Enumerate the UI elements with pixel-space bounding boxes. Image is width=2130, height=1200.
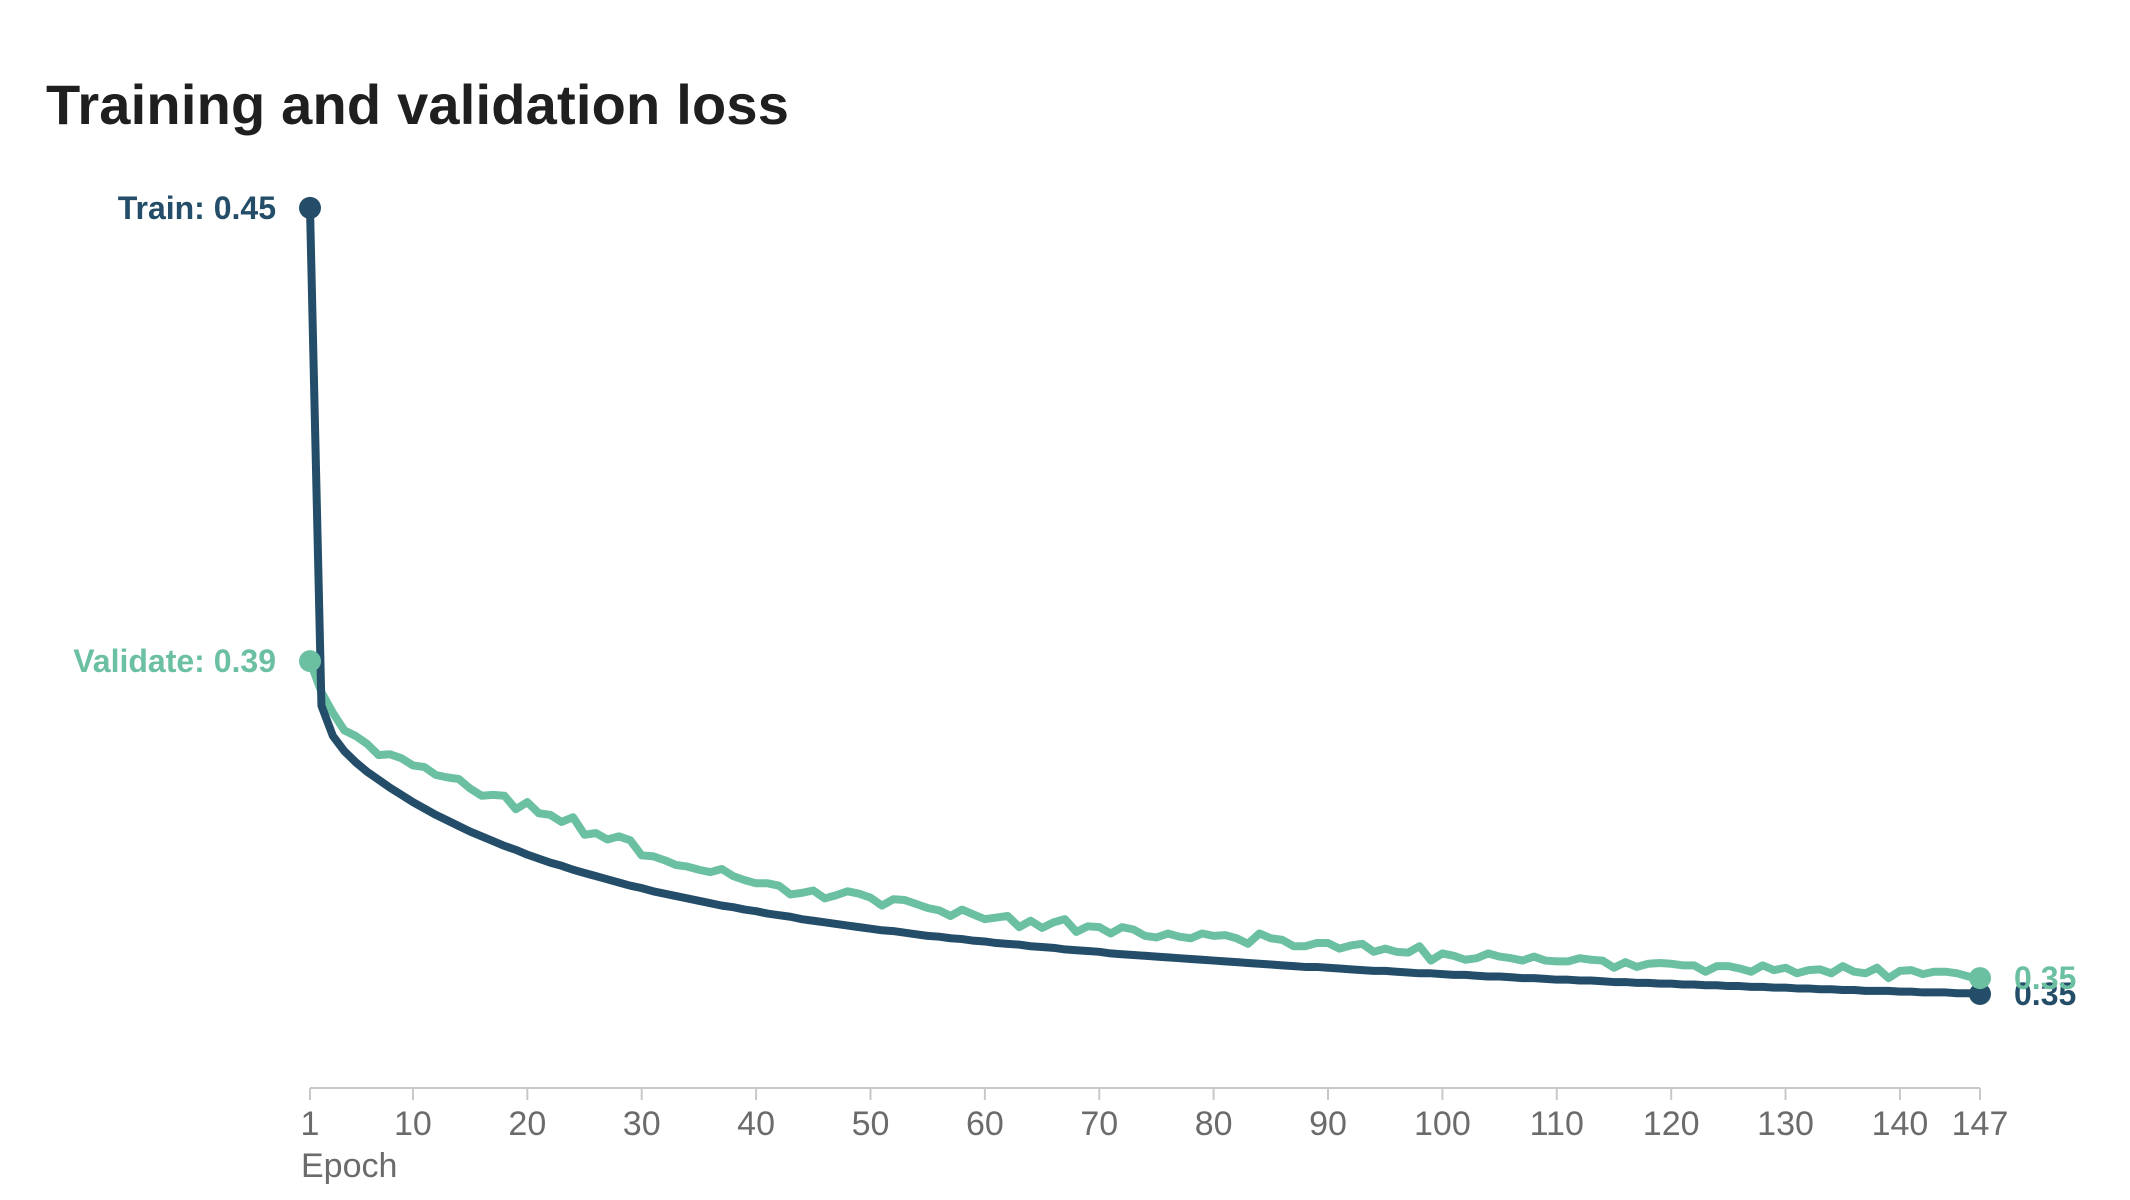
endpoint-labels: Train: 0.45 0.35 Validate: 0.39 0.35 — [73, 190, 2076, 1012]
train-start-marker — [299, 196, 321, 219]
x-tick-label: 100 — [1414, 1105, 1471, 1143]
validate-end-label: 0.35 — [2014, 960, 2076, 996]
train-end-marker — [1969, 983, 1991, 1006]
x-tick-label: 60 — [966, 1105, 1004, 1143]
x-tick-label: 30 — [623, 1105, 661, 1143]
x-tick-label: 20 — [508, 1105, 546, 1143]
x-tick-label: 147 — [1952, 1105, 2009, 1143]
x-axis-ticks: 1 10 20 30 40 50 60 70 80 90 100 110 120 130 140 147 — [301, 1088, 2009, 1143]
x-tick-label: 90 — [1309, 1105, 1347, 1143]
validate-end-marker — [1969, 967, 1991, 990]
series-lines — [306, 203, 1984, 999]
x-tick-label: 40 — [737, 1105, 775, 1143]
x-tick-label: 130 — [1757, 1105, 1814, 1143]
x-tick-label: 120 — [1643, 1105, 1700, 1143]
x-tick-label: 70 — [1080, 1105, 1118, 1143]
train-end-label: 0.35 — [2014, 976, 2076, 1012]
train-loss-line — [306, 203, 1984, 999]
validate-start-marker — [299, 650, 321, 673]
x-axis-title: Epoch — [301, 1147, 397, 1185]
x-tick-label: 80 — [1195, 1105, 1233, 1143]
validate-start-label: Validate: 0.39 — [73, 643, 276, 679]
x-tick-label: 10 — [394, 1105, 432, 1143]
chart-title: Training and validation loss — [46, 73, 790, 136]
x-tick-label: 50 — [852, 1105, 890, 1143]
x-tick-label: 140 — [1872, 1105, 1929, 1143]
train-start-label: Train: 0.45 — [118, 190, 276, 226]
x-tick-label: 110 — [1530, 1105, 1584, 1143]
x-tick-label: 1 — [301, 1105, 320, 1143]
endpoint-markers — [299, 196, 1991, 1006]
validate-loss-line — [306, 657, 1984, 983]
